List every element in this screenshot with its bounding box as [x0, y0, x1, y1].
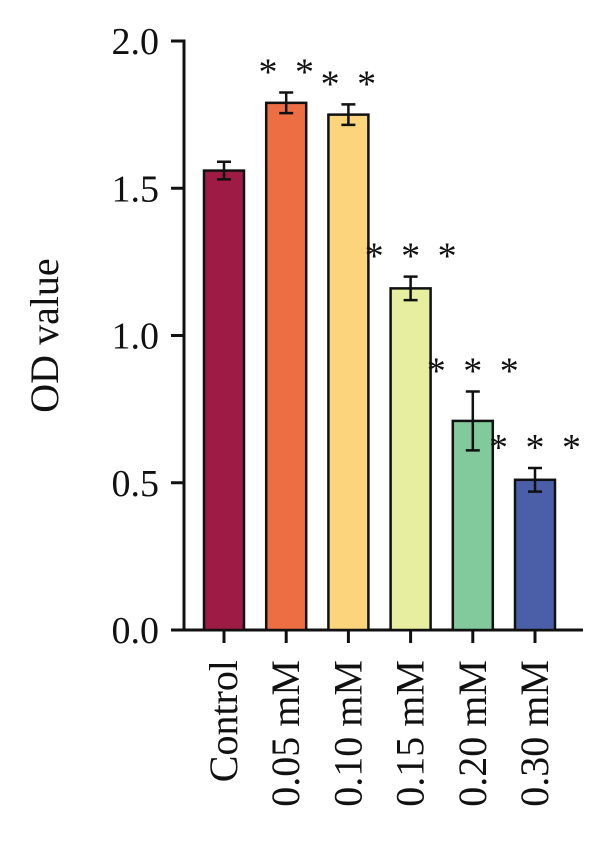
bar: [202, 169, 246, 632]
error-bar: [217, 160, 231, 181]
x-tick-label: 0.30 mM: [512, 660, 557, 807]
significance-label: * * *: [427, 350, 523, 392]
error-bar: [465, 390, 480, 452]
significance-label: * * *: [489, 427, 585, 469]
bars: [202, 101, 557, 632]
error-bars: [217, 91, 542, 493]
x-tick-label: 0.10 mM: [325, 660, 370, 807]
x-tick-label: 0.20 mM: [450, 660, 495, 807]
significance-label: * *: [258, 52, 318, 94]
bar: [264, 101, 308, 632]
error-bar: [403, 275, 418, 302]
significance-markers: * * * * * * * * * * * * *: [258, 52, 585, 469]
x-axis: [182, 628, 583, 643]
x-tick-label: 0.15 mM: [388, 660, 433, 807]
bar: [389, 287, 432, 632]
error-bar: [528, 466, 542, 493]
bar: [513, 478, 557, 632]
category-labels: Control 0.05 mM 0.10 mM 0.15 mM 0.20 mM 0.30 …: [201, 660, 557, 807]
y-tick-label: 2.0: [112, 21, 160, 63]
error-bar: [341, 103, 356, 127]
x-tick-label: 0.05 mM: [263, 660, 308, 807]
bar: [327, 113, 370, 632]
y-tick-label: 1.5: [112, 168, 160, 210]
y-axis: 0.0 0.5 1.0 1.5 2.0: [112, 21, 186, 652]
y-tick-label: 0.0: [112, 610, 160, 652]
y-tick-label: 0.5: [112, 463, 160, 505]
error-bar: [279, 91, 294, 115]
significance-label: * *: [321, 63, 381, 105]
y-tick-label: 1.0: [112, 316, 160, 358]
bar: [451, 419, 495, 632]
y-axis-title: OD value: [22, 258, 67, 412]
significance-label: * * *: [365, 236, 461, 278]
x-tick-label: Control: [201, 660, 246, 782]
